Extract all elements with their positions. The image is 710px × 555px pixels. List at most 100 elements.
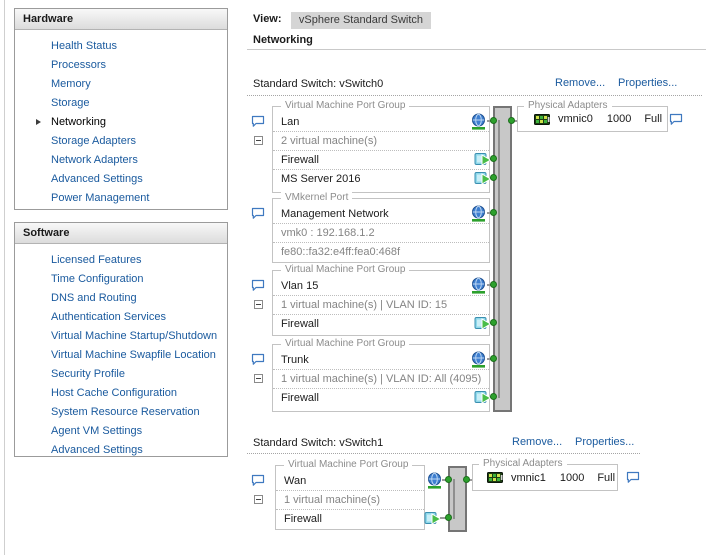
vm-name: Firewall bbox=[281, 154, 319, 166]
sidebar-item-authentication-services[interactable]: Authentication Services bbox=[15, 308, 227, 327]
switch1-properties-link[interactable]: Properties... bbox=[575, 436, 635, 448]
vm-count-row: 1 virtual machine(s) bbox=[276, 491, 424, 510]
physical-adapter-row: vmnic1 1000 Full bbox=[473, 465, 617, 490]
sidebar-item-label: Virtual Machine Startup/Shutdown bbox=[51, 330, 218, 342]
view-selector-button[interactable]: vSphere Standard Switch bbox=[291, 12, 431, 29]
sidebar-item-agent-vm-settings[interactable]: Agent VM Settings bbox=[15, 422, 227, 441]
vm-count-row: 1 virtual machine(s) | VLAN ID: All (409… bbox=[273, 370, 489, 389]
switch1-remove-link[interactable]: Remove... bbox=[512, 436, 563, 448]
hardware-panel: Hardware Health Status Processors Memory… bbox=[14, 8, 228, 210]
comment-icon[interactable] bbox=[626, 471, 640, 483]
sidebar-item-storage-adapters[interactable]: Storage Adapters bbox=[15, 132, 227, 151]
switch1-title: Standard Switch: vSwitch1 bbox=[253, 437, 384, 449]
port-group-icon bbox=[428, 472, 441, 489]
sidebar-item-label: Virtual Machine Swapfile Location bbox=[51, 349, 216, 361]
sidebar-item-security-profile[interactable]: Security Profile bbox=[15, 365, 227, 384]
sidebar-item-vm-swapfile-location[interactable]: Virtual Machine Swapfile Location bbox=[15, 346, 227, 365]
port-group-name-row: Management Network bbox=[273, 205, 489, 224]
sidebar-item-processors[interactable]: Processors bbox=[15, 56, 227, 75]
software-panel: Software Licensed Features Time Configur… bbox=[14, 222, 228, 457]
vm-count: 1 virtual machine(s) | VLAN ID: All (409… bbox=[281, 373, 482, 385]
vm-count-row: 2 virtual machine(s) bbox=[273, 132, 489, 151]
sidebar-item-system-resource-reservation[interactable]: System Resource Reservation bbox=[15, 403, 227, 422]
switch0-remove-link[interactable]: Remove... bbox=[555, 77, 606, 89]
sidebar-item-label: Memory bbox=[51, 78, 91, 90]
vm-row: Firewall bbox=[276, 510, 424, 529]
port-group-name-row: Trunk bbox=[273, 351, 489, 370]
connection-dot bbox=[508, 117, 515, 124]
nic-icon bbox=[487, 472, 503, 483]
vm-icon bbox=[474, 153, 492, 166]
sidebar-item-label: Time Configuration bbox=[51, 273, 144, 285]
collapse-icon[interactable] bbox=[254, 136, 263, 145]
sidebar-item-label: Networking bbox=[51, 116, 107, 128]
port-group-box-lan: Virtual Machine Port Group Lan 2 virtual… bbox=[272, 100, 490, 193]
nic-speed: 1000 bbox=[559, 471, 585, 484]
comment-icon[interactable] bbox=[251, 474, 265, 486]
comment-icon[interactable] bbox=[251, 115, 265, 127]
vm-icon bbox=[424, 512, 442, 525]
comment-icon[interactable] bbox=[251, 279, 265, 291]
nic-duplex: Full bbox=[644, 113, 663, 125]
connection-dot bbox=[490, 117, 497, 124]
comment-icon[interactable] bbox=[669, 113, 683, 125]
vm-row: Firewall bbox=[273, 389, 489, 408]
vm-count: 1 virtual machine(s) bbox=[284, 494, 380, 506]
sidebar-item-dns-and-routing[interactable]: DNS and Routing bbox=[15, 289, 227, 308]
port-group-name: Wan bbox=[284, 475, 307, 487]
port-line bbox=[440, 517, 448, 519]
port-group-legend: Virtual Machine Port Group bbox=[281, 100, 410, 111]
sidebar-item-power-management[interactable]: Power Management bbox=[15, 189, 227, 208]
vm-icon bbox=[474, 172, 492, 185]
sidebar-item-health-status[interactable]: Health Status bbox=[15, 37, 227, 56]
port-group-name: Trunk bbox=[281, 354, 309, 366]
sidebar-item-label: System Resource Reservation bbox=[51, 406, 200, 418]
sidebar-item-networking[interactable]: Networking bbox=[15, 113, 227, 132]
port-group-icon bbox=[472, 205, 485, 222]
sidebar-item-label: Security Profile bbox=[51, 368, 125, 380]
view-label: View: bbox=[253, 13, 282, 25]
software-panel-title: Software bbox=[15, 223, 227, 244]
sidebar-item-label: DNS and Routing bbox=[51, 292, 137, 304]
collapse-icon[interactable] bbox=[254, 300, 263, 309]
sidebar-item-label: Health Status bbox=[51, 40, 118, 52]
switch0-properties-link[interactable]: Properties... bbox=[618, 77, 678, 89]
sidebar-item-vm-startup-shutdown[interactable]: Virtual Machine Startup/Shutdown bbox=[15, 327, 227, 346]
port-group-icon bbox=[472, 277, 485, 294]
vmk-ipv6: fe80::fa32:e4ff:fea0:468f bbox=[281, 246, 401, 258]
nic-name: vmnic0 bbox=[558, 113, 593, 125]
port-group-name-row: Lan bbox=[273, 113, 489, 132]
port-group-box-vlan15: Virtual Machine Port Group Vlan 15 1 vir… bbox=[272, 264, 490, 336]
connection-dot bbox=[490, 209, 497, 216]
sidebar-item-time-configuration[interactable]: Time Configuration bbox=[15, 270, 227, 289]
collapse-icon[interactable] bbox=[254, 374, 263, 383]
sidebar-item-label: Agent VM Settings bbox=[51, 425, 143, 437]
port-group-name-row: Vlan 15 bbox=[273, 277, 489, 296]
nic-name: vmnic1 bbox=[511, 471, 546, 484]
collapse-icon[interactable] bbox=[254, 495, 263, 504]
port-group-icon bbox=[472, 113, 485, 130]
switch-bar-vswitch1 bbox=[448, 466, 467, 532]
sidebar-item-label: Licensed Features bbox=[51, 254, 142, 266]
port-group-name-row: Wan bbox=[276, 472, 424, 491]
connection-dot bbox=[445, 514, 452, 521]
sidebar-item-licensed-features[interactable]: Licensed Features bbox=[15, 251, 227, 270]
nic-speed: 1000 bbox=[606, 113, 632, 125]
sidebar-item-host-cache-configuration[interactable]: Host Cache Configuration bbox=[15, 384, 227, 403]
port-group-name: Lan bbox=[281, 116, 300, 128]
comment-icon[interactable] bbox=[251, 353, 265, 365]
physical-adapters-legend: Physical Adapters bbox=[479, 458, 567, 469]
port-group-box-trunk: Virtual Machine Port Group Trunk 1 virtu… bbox=[272, 338, 490, 412]
sidebar-item-storage[interactable]: Storage bbox=[15, 94, 227, 113]
sidebar-item-label: Network Adapters bbox=[51, 154, 138, 166]
sidebar-item-advanced-settings-software[interactable]: Advanced Settings bbox=[15, 441, 227, 460]
comment-icon[interactable] bbox=[251, 207, 265, 219]
connection-dot bbox=[490, 355, 497, 362]
vmk-ipv6-row: fe80::fa32:e4ff:fea0:468f bbox=[273, 243, 489, 262]
vm-row: MS Server 2016 bbox=[273, 170, 489, 189]
sidebar-item-memory[interactable]: Memory bbox=[15, 75, 227, 94]
physical-adapter-row: vmnic0 1000 Full bbox=[518, 107, 667, 131]
connection-dot bbox=[490, 174, 497, 181]
sidebar-item-advanced-settings[interactable]: Advanced Settings bbox=[15, 170, 227, 189]
sidebar-item-network-adapters[interactable]: Network Adapters bbox=[15, 151, 227, 170]
